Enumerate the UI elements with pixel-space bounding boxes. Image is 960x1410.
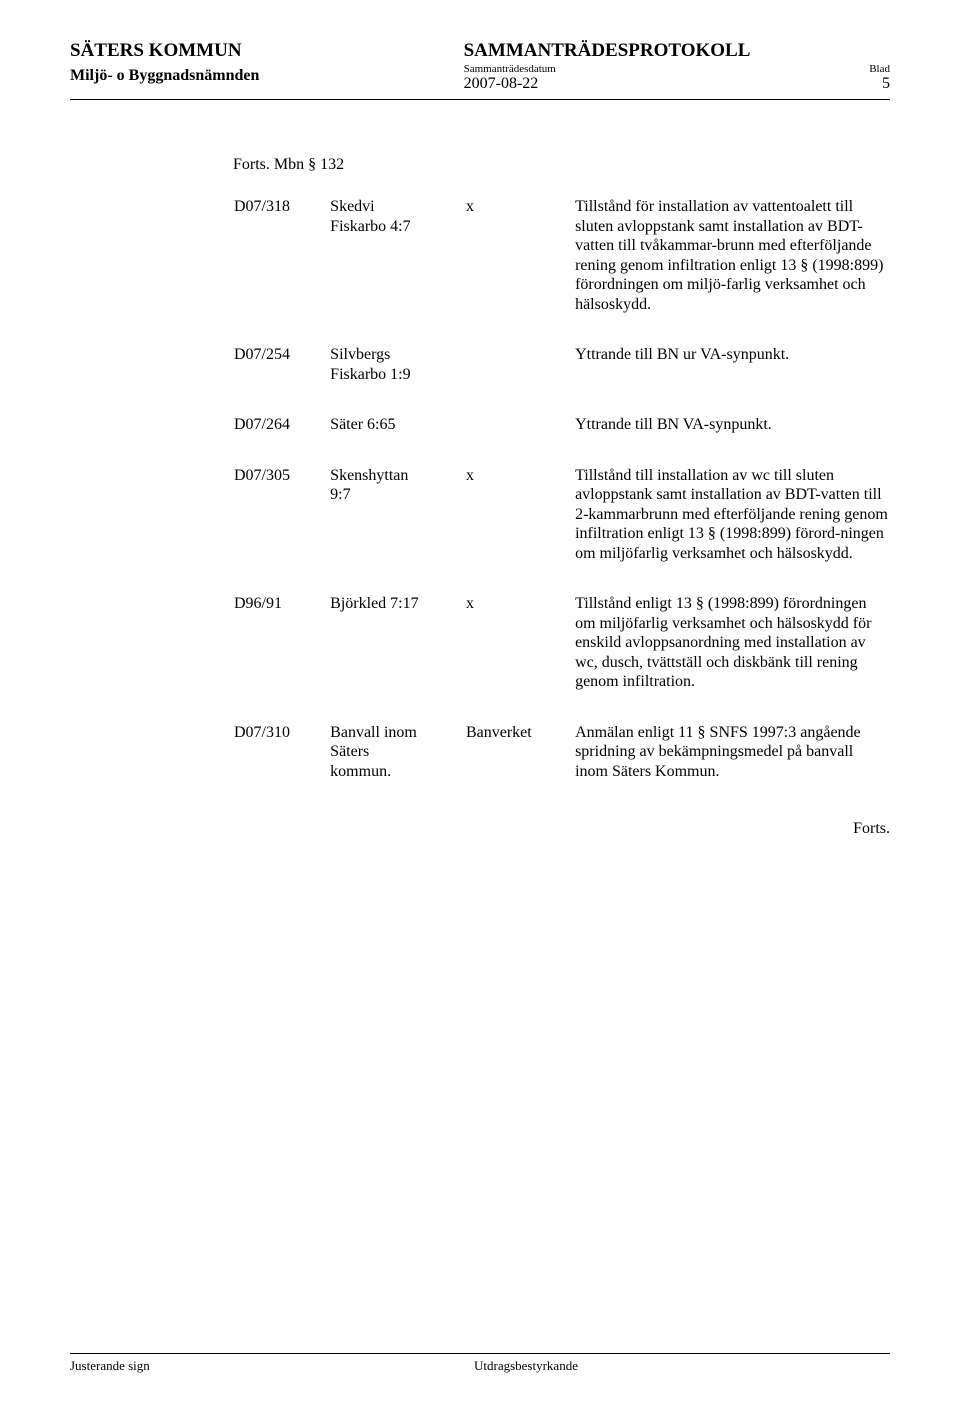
header-right: SAMMANTRÄDESPROTOKOLL Sammanträdesdatum … (464, 40, 890, 93)
meta-blad-label: Blad (869, 63, 890, 75)
header-left: SÄTERS KOMMUN Miljö- o Byggnadsnämnden (70, 40, 464, 93)
cell-object: Säter 6:65 (329, 414, 465, 465)
cell-mark (465, 414, 574, 465)
header-meta-labels: Sammanträdesdatum Blad (464, 63, 890, 75)
cell-description: Tillstånd till installation av wc till s… (574, 465, 890, 594)
cell-ref: D07/254 (233, 344, 329, 414)
doc-title: SAMMANTRÄDESPROTOKOLL (464, 40, 890, 63)
cell-ref: D07/310 (233, 722, 329, 812)
footer-left: Justerande sign (70, 1358, 150, 1374)
org-name: SÄTERS KOMMUN (70, 40, 464, 63)
cell-description: Tillstånd för installation av vattentoal… (574, 196, 890, 344)
cell-object: Skedvi Fiskarbo 4:7 (329, 196, 465, 344)
cell-mark: x (465, 196, 574, 344)
cell-ref: D96/91 (233, 593, 329, 722)
header: SÄTERS KOMMUN Miljö- o Byggnadsnämnden S… (70, 40, 890, 100)
cell-ref: D07/305 (233, 465, 329, 594)
continuation-label: Forts. (233, 819, 890, 838)
cell-mark: Banverket (465, 722, 574, 812)
cell-object: Banvall inom Säters kommun. (329, 722, 465, 812)
cell-description: Tillstånd enligt 13 § (1998:899) förordn… (574, 593, 890, 722)
sub-org: Miljö- o Byggnadsnämnden (70, 67, 464, 85)
cell-ref: D07/318 (233, 196, 329, 344)
cell-object: Björkled 7:17 (329, 593, 465, 722)
table-row: D07/318Skedvi Fiskarbo 4:7xTillstånd för… (233, 196, 890, 344)
cell-mark: x (465, 593, 574, 722)
table-row: D96/91Björkled 7:17xTillstånd enligt 13 … (233, 593, 890, 722)
page-number: 5 (882, 75, 890, 93)
cell-description: Yttrande till BN VA-synpunkt. (574, 414, 890, 465)
cell-object: Skenshyttan 9:7 (329, 465, 465, 594)
page: SÄTERS KOMMUN Miljö- o Byggnadsnämnden S… (0, 0, 960, 1410)
header-date-row: 2007-08-22 5 (464, 75, 890, 93)
decisions-tbody: D07/318Skedvi Fiskarbo 4:7xTillstånd för… (233, 196, 890, 811)
cell-mark: x (465, 465, 574, 594)
meta-date-label: Sammanträdesdatum (464, 63, 556, 75)
decisions-table: D07/318Skedvi Fiskarbo 4:7xTillstånd för… (233, 196, 890, 811)
table-row: D07/310Banvall inom Säters kommun.Banver… (233, 722, 890, 812)
table-row: D07/254Silvbergs Fiskarbo 1:9 Yttrande ti… (233, 344, 890, 414)
table-row: D07/305Skenshyttan 9:7xTillstånd till in… (233, 465, 890, 594)
cell-object: Silvbergs Fiskarbo 1:9 (329, 344, 465, 414)
cell-description: Anmälan enligt 11 § SNFS 1997:3 angående… (574, 722, 890, 812)
footer-right: Utdragsbestyrkande (474, 1358, 578, 1374)
cell-mark (465, 344, 574, 414)
footer: Justerande sign Utdragsbestyrkande (70, 1353, 890, 1374)
section-label: Forts. Mbn § 132 (233, 155, 890, 174)
cell-ref: D07/264 (233, 414, 329, 465)
cell-description: Yttrande till BN ur VA-synpunkt. (574, 344, 890, 414)
content-area: Forts. Mbn § 132 D07/318Skedvi Fiskarbo … (233, 155, 890, 839)
meeting-date: 2007-08-22 (464, 75, 539, 93)
table-row: D07/264Säter 6:65 Yttrande till BN VA-syn… (233, 414, 890, 465)
